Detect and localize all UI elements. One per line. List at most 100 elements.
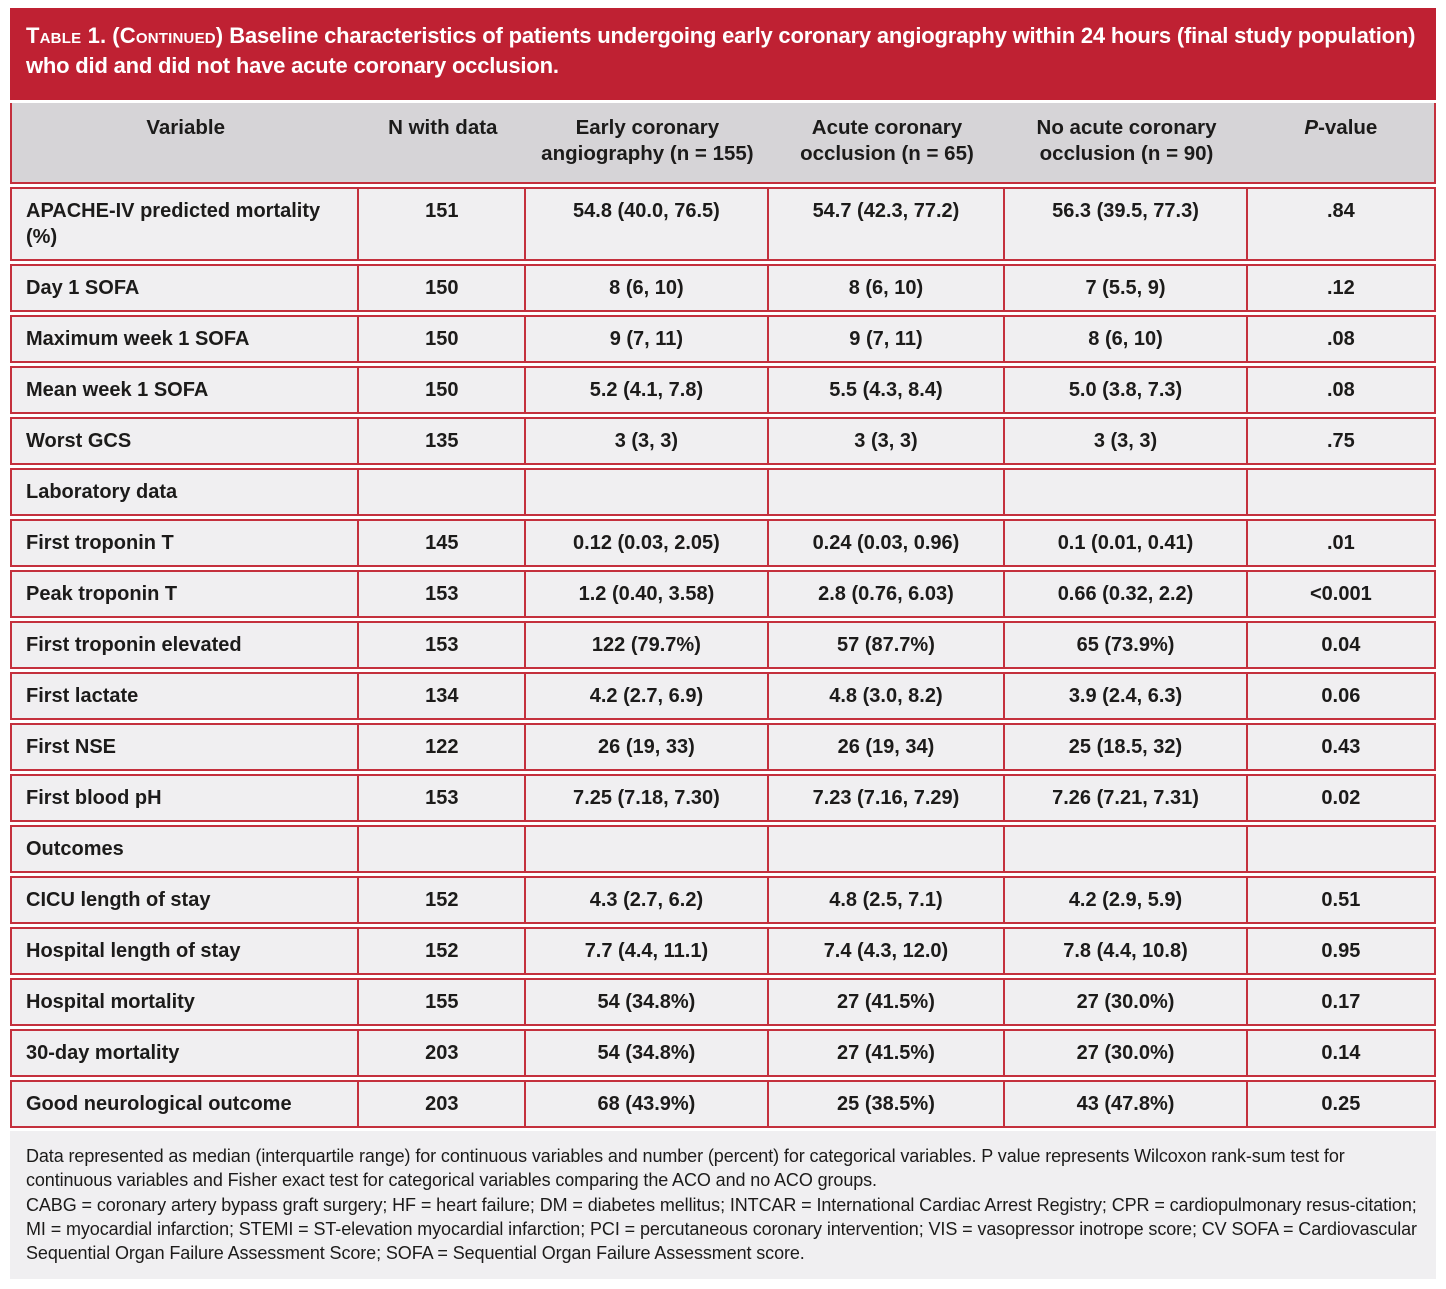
cell-p: 0.06: [1247, 672, 1436, 720]
table-row: First blood pH 153 7.25 (7.18, 7.30) 7.23 (…: [10, 774, 1436, 822]
cell-n: [359, 468, 527, 516]
table-number-label: Table 1.: [26, 23, 107, 48]
cell-early: 5.2 (4.1, 7.8): [526, 366, 769, 414]
cell-aco: 5.5 (4.3, 8.4): [768, 366, 1006, 414]
cell-early: 68 (43.9%): [526, 1080, 769, 1128]
table-header: Variable N with data Early coronary angi…: [10, 102, 1436, 184]
cell-n: 152: [359, 876, 527, 924]
cell-label: Peak troponin T: [10, 570, 360, 618]
footnote-statistics-note: Data represented as median (interquartil…: [26, 1146, 1345, 1191]
cell-no-aco: 56.3 (39.5, 77.3): [1005, 187, 1248, 261]
cell-no-aco: [1005, 825, 1248, 873]
cell-label: First NSE: [10, 723, 360, 771]
cell-p: .01: [1247, 519, 1436, 567]
col-header-early-angiography: Early coronary angiography (n = 155): [526, 102, 769, 184]
cell-p: .08: [1247, 366, 1436, 414]
cell-p: <0.001: [1247, 570, 1436, 618]
cell-no-aco: 27 (30.0%): [1005, 1029, 1248, 1077]
cell-label: Worst GCS: [10, 417, 360, 465]
table-row: Mean week 1 SOFA 150 5.2 (4.1, 7.8) 5.5 (4.…: [10, 366, 1436, 414]
cell-no-aco: 4.2 (2.9, 5.9): [1005, 876, 1248, 924]
cell-p: 0.14: [1247, 1029, 1436, 1077]
table-body: APACHE-IV predicted mortality (%) 151 54.8…: [10, 187, 1436, 1128]
cell-no-aco: 27 (30.0%): [1005, 978, 1248, 1026]
cell-n: 155: [359, 978, 527, 1026]
cell-label: First troponin T: [10, 519, 360, 567]
cell-no-aco: 0.66 (0.32, 2.2): [1005, 570, 1248, 618]
cell-early: 8 (6, 10): [526, 264, 769, 312]
cell-no-aco: 3.9 (2.4, 6.3): [1005, 672, 1248, 720]
section-row: Outcomes: [10, 825, 1436, 873]
table-row: APACHE-IV predicted mortality (%) 151 54.8…: [10, 187, 1436, 261]
cell-n: 203: [359, 1080, 527, 1128]
col-header-n-with-data: N with data: [359, 102, 527, 184]
cell-label: APACHE-IV predicted mortality (%): [10, 187, 360, 261]
cell-aco: 27 (41.5%): [768, 978, 1006, 1026]
cell-no-aco: [1005, 468, 1248, 516]
table-row: First NSE 122 26 (19, 33) 26 (19, 34) 25 (18…: [10, 723, 1436, 771]
cell-p: 0.02: [1247, 774, 1436, 822]
cell-p: .75: [1247, 417, 1436, 465]
cell-label: 30-day mortality: [10, 1029, 360, 1077]
cell-label: First lactate: [10, 672, 360, 720]
table-row: Hospital mortality 155 54 (34.8%) 27 (41.5%…: [10, 978, 1436, 1026]
table-row: 30-day mortality 203 54 (34.8%) 27 (41.5%) 2…: [10, 1029, 1436, 1077]
cell-aco: 4.8 (3.0, 8.2): [768, 672, 1006, 720]
cell-n: [359, 825, 527, 873]
cell-p: .12: [1247, 264, 1436, 312]
cell-n: 145: [359, 519, 527, 567]
table-title-text: Baseline characteristics of patients und…: [26, 23, 1416, 79]
footnote-abbreviations: CABG = coronary artery bypass graft surg…: [26, 1194, 1417, 1264]
cell-p: 0.17: [1247, 978, 1436, 1026]
cell-label: Good neurological outcome: [10, 1080, 360, 1128]
table-row: Hospital length of stay 152 7.7 (4.4, 11.1…: [10, 927, 1436, 975]
cell-label: Outcomes: [10, 825, 360, 873]
table-row: Day 1 SOFA 150 8 (6, 10) 8 (6, 10) 7 (5.5, 9…: [10, 264, 1436, 312]
col-header-no-acute-occlusion: No acute coronary occlusion (n = 90): [1005, 102, 1248, 184]
cell-early: 4.3 (2.7, 6.2): [526, 876, 769, 924]
cell-no-aco: 7.26 (7.21, 7.31): [1005, 774, 1248, 822]
cell-p: 0.43: [1247, 723, 1436, 771]
cell-no-aco: 43 (47.8%): [1005, 1080, 1248, 1128]
cell-label: Laboratory data: [10, 468, 360, 516]
cell-aco: 26 (19, 34): [768, 723, 1006, 771]
cell-n: 151: [359, 187, 527, 261]
cell-aco: 8 (6, 10): [768, 264, 1006, 312]
cell-early: 3 (3, 3): [526, 417, 769, 465]
cell-aco: 7.4 (4.3, 12.0): [768, 927, 1006, 975]
cell-early: 7.7 (4.4, 11.1): [526, 927, 769, 975]
cell-n: 135: [359, 417, 527, 465]
cell-n: 153: [359, 621, 527, 669]
cell-aco: 25 (38.5%): [768, 1080, 1006, 1128]
table-row: Maximum week 1 SOFA 150 9 (7, 11) 9 (7, 11)…: [10, 315, 1436, 363]
cell-label: Maximum week 1 SOFA: [10, 315, 360, 363]
cell-early: [526, 468, 769, 516]
cell-label: CICU length of stay: [10, 876, 360, 924]
cell-no-aco: 65 (73.9%): [1005, 621, 1248, 669]
cell-no-aco: 3 (3, 3): [1005, 417, 1248, 465]
cell-label: Hospital length of stay: [10, 927, 360, 975]
p-value-italic-p: P: [1304, 115, 1319, 139]
cell-label: Day 1 SOFA: [10, 264, 360, 312]
cell-early: 122 (79.7%): [526, 621, 769, 669]
table-row: Peak troponin T 153 1.2 (0.40, 3.58) 2.8 (0…: [10, 570, 1436, 618]
cell-label: First blood pH: [10, 774, 360, 822]
cell-early: 1.2 (0.40, 3.58): [526, 570, 769, 618]
cell-p: .08: [1247, 315, 1436, 363]
table-row: First troponin elevated 153 122 (79.7%) 57 …: [10, 621, 1436, 669]
cell-no-aco: 25 (18.5, 32): [1005, 723, 1248, 771]
table-title-band: Table 1. (Continued) Baseline characteri…: [10, 8, 1436, 103]
cell-aco: 2.8 (0.76, 6.03): [768, 570, 1006, 618]
cell-early: 54 (34.8%): [526, 978, 769, 1026]
cell-aco: [768, 468, 1006, 516]
baseline-characteristics-table: Variable N with data Early coronary angi…: [10, 99, 1436, 1131]
cell-n: 134: [359, 672, 527, 720]
cell-label: Mean week 1 SOFA: [10, 366, 360, 414]
cell-early: 26 (19, 33): [526, 723, 769, 771]
cell-no-aco: 5.0 (3.8, 7.3): [1005, 366, 1248, 414]
cell-aco: [768, 825, 1006, 873]
cell-no-aco: 0.1 (0.01, 0.41): [1005, 519, 1248, 567]
header-row: Variable N with data Early coronary angi…: [10, 102, 1436, 184]
table-row: CICU length of stay 152 4.3 (2.7, 6.2) 4.8 …: [10, 876, 1436, 924]
cell-early: 9 (7, 11): [526, 315, 769, 363]
